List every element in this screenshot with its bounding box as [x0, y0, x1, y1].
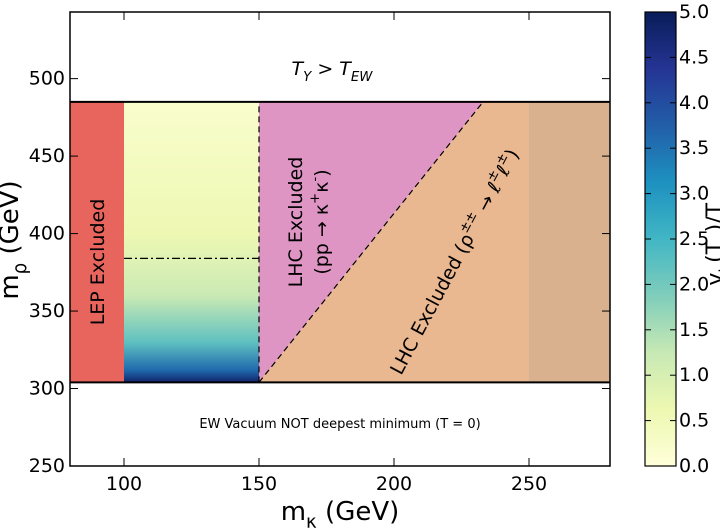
- y-tick-label: 400: [29, 222, 65, 244]
- colorbar-tick-label: 4.5: [679, 46, 709, 68]
- colorbar-tick-label: 1.5: [679, 318, 709, 340]
- region: [259, 101, 610, 383]
- y-tick-label: 500: [29, 67, 65, 89]
- y-tick-label: 350: [29, 300, 65, 322]
- colorbar-tick-label: 3.0: [679, 182, 709, 204]
- colorbar-tick-label: 5.0: [679, 1, 709, 23]
- x-tick-label: 150: [241, 473, 277, 495]
- region: [529, 101, 610, 383]
- x-tick-label: 250: [511, 473, 547, 495]
- annotation: EW Vacuum NOT deepest minimum (T = 0): [199, 417, 480, 432]
- annotation: TY > TEW: [292, 58, 374, 85]
- region: [124, 101, 259, 383]
- colorbar-tick-label: 1.0: [679, 364, 709, 386]
- y-tick-label: 300: [29, 377, 65, 399]
- x-tick-label: 100: [106, 473, 142, 495]
- colorbar-label: vh(Tc)/Tc: [703, 194, 720, 285]
- region: [70, 101, 124, 383]
- y-tick-label: 250: [29, 455, 65, 477]
- region: [259, 101, 484, 383]
- colorbar-tick-label: 3.5: [679, 137, 709, 159]
- plot-area: [70, 100, 610, 384]
- colorbar-tick-label: 2.0: [679, 273, 709, 295]
- region-label: LHC Excluded: [285, 157, 307, 288]
- region-label: LEP Excluded: [87, 199, 109, 326]
- y-tick-label: 450: [29, 145, 65, 167]
- y-axis-label: mρ (GeV): [0, 180, 31, 299]
- colorbar-tick-label: 0.0: [679, 455, 709, 477]
- colorbar-tick-label: 2.5: [679, 228, 709, 250]
- plot-frame: [69, 11, 611, 467]
- colorbar-tick-label: 4.0: [679, 91, 709, 113]
- colorbar-tick-label: 0.5: [679, 409, 709, 431]
- x-tick-label: 200: [376, 473, 412, 495]
- x-axis-label: mκ (GeV): [281, 497, 400, 530]
- region-label: (pp → κ+κ-): [308, 169, 333, 274]
